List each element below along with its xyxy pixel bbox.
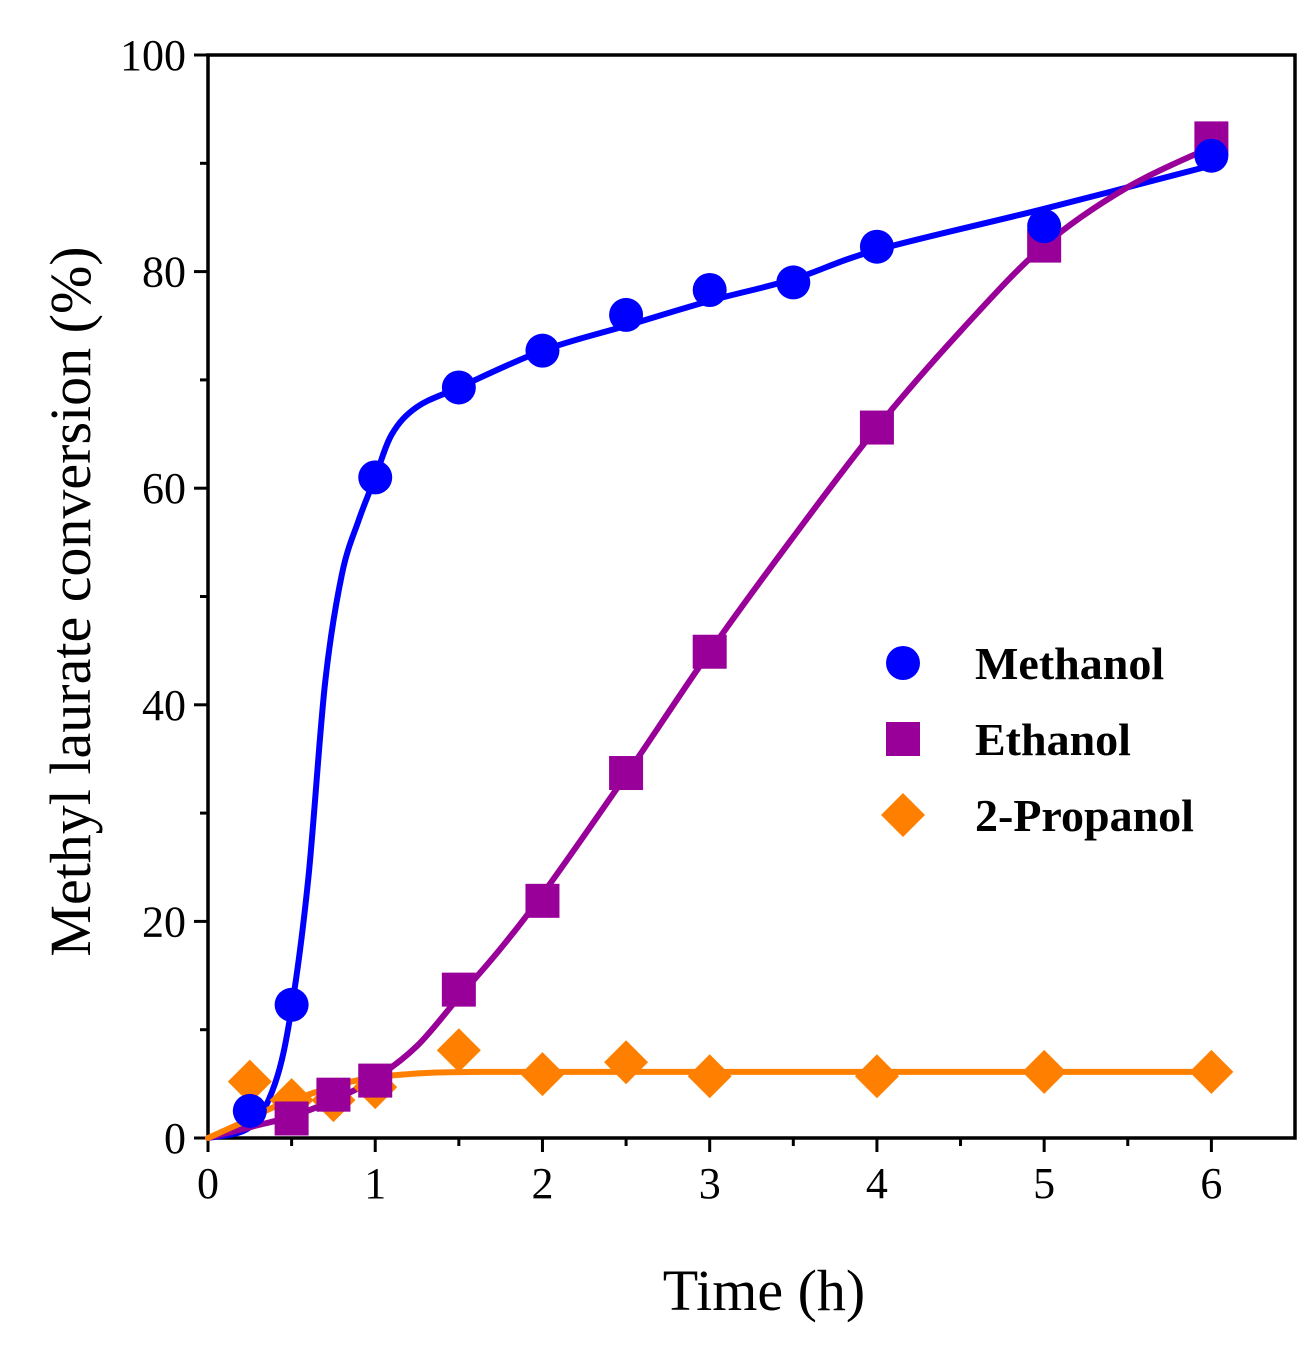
2-propanol-point [227, 1059, 272, 1104]
legend-label-methanol: Methanol [975, 638, 1164, 689]
legend: Methanol Ethanol 2-Propanol [881, 638, 1194, 841]
methanol-point [232, 1093, 267, 1128]
2-propanol-point [1022, 1049, 1067, 1094]
x-tick-label: 5 [1033, 1159, 1055, 1208]
y-tick-label: 60 [142, 464, 186, 513]
methanol-fit-line [205, 162, 1215, 1141]
methanol-point [859, 229, 894, 264]
legend-label-ethanol: Ethanol [975, 714, 1131, 765]
methanol-point [776, 265, 811, 300]
x-tick-label: 0 [197, 1159, 219, 1208]
ethanol-point [609, 756, 644, 791]
ethanol-point [274, 1101, 309, 1136]
x-tick-label: 2 [531, 1159, 553, 1208]
ethanol-point [859, 410, 894, 445]
data-markers [227, 121, 1234, 1136]
y-tick-label: 80 [142, 248, 186, 297]
y-axis-title: Methyl laurate conversion (%) [38, 246, 103, 956]
legend-entry-methanol: Methanol [886, 638, 1164, 689]
legend-marker-ethanol [886, 722, 920, 756]
legend-marker-methanol [886, 646, 920, 680]
ethanol-point [441, 972, 476, 1007]
y-tick-label: 40 [142, 681, 186, 730]
methanol-point [274, 987, 309, 1022]
methanol-point [1027, 209, 1062, 244]
y-tick-label: 100 [120, 31, 186, 80]
x-tick-label: 1 [364, 1159, 386, 1208]
legend-label-2-propanol: 2-Propanol [975, 790, 1194, 841]
x-tick-label: 3 [699, 1159, 721, 1208]
legend-entry-2-propanol: 2-Propanol [881, 790, 1194, 841]
x-tick-label: 4 [866, 1159, 888, 1208]
methanol-point [692, 273, 727, 308]
y-tick-label: 20 [142, 897, 186, 946]
x-axis-title: Time (h) [663, 1258, 866, 1323]
2-propanol-point [687, 1054, 732, 1099]
methanol-point [1194, 138, 1229, 173]
methanol-point [441, 370, 476, 405]
methanol-point [358, 460, 393, 495]
ethanol-point [316, 1077, 351, 1112]
x-tick-label: 6 [1200, 1159, 1222, 1208]
axis-ticks [194, 53, 1213, 1152]
2-propanol-point [436, 1028, 481, 1073]
2-propanol-point [1189, 1049, 1234, 1094]
ethanol-point [358, 1063, 393, 1098]
ethanol-point [525, 883, 560, 918]
y-tick-label: 0 [164, 1114, 186, 1163]
2-propanol-point [520, 1052, 565, 1097]
2-propanol-point [854, 1054, 899, 1099]
methanol-point [609, 297, 644, 332]
legend-marker-2-propanol [881, 793, 925, 837]
ethanol-point [692, 634, 727, 669]
2-propanol-point [604, 1040, 649, 1085]
legend-entry-ethanol: Ethanol [886, 714, 1131, 765]
methanol-point [525, 333, 560, 368]
